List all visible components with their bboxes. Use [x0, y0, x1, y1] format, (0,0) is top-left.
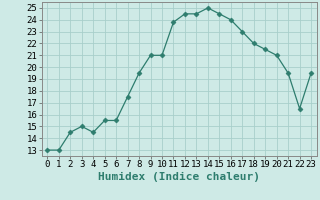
X-axis label: Humidex (Indice chaleur): Humidex (Indice chaleur)	[98, 172, 260, 182]
